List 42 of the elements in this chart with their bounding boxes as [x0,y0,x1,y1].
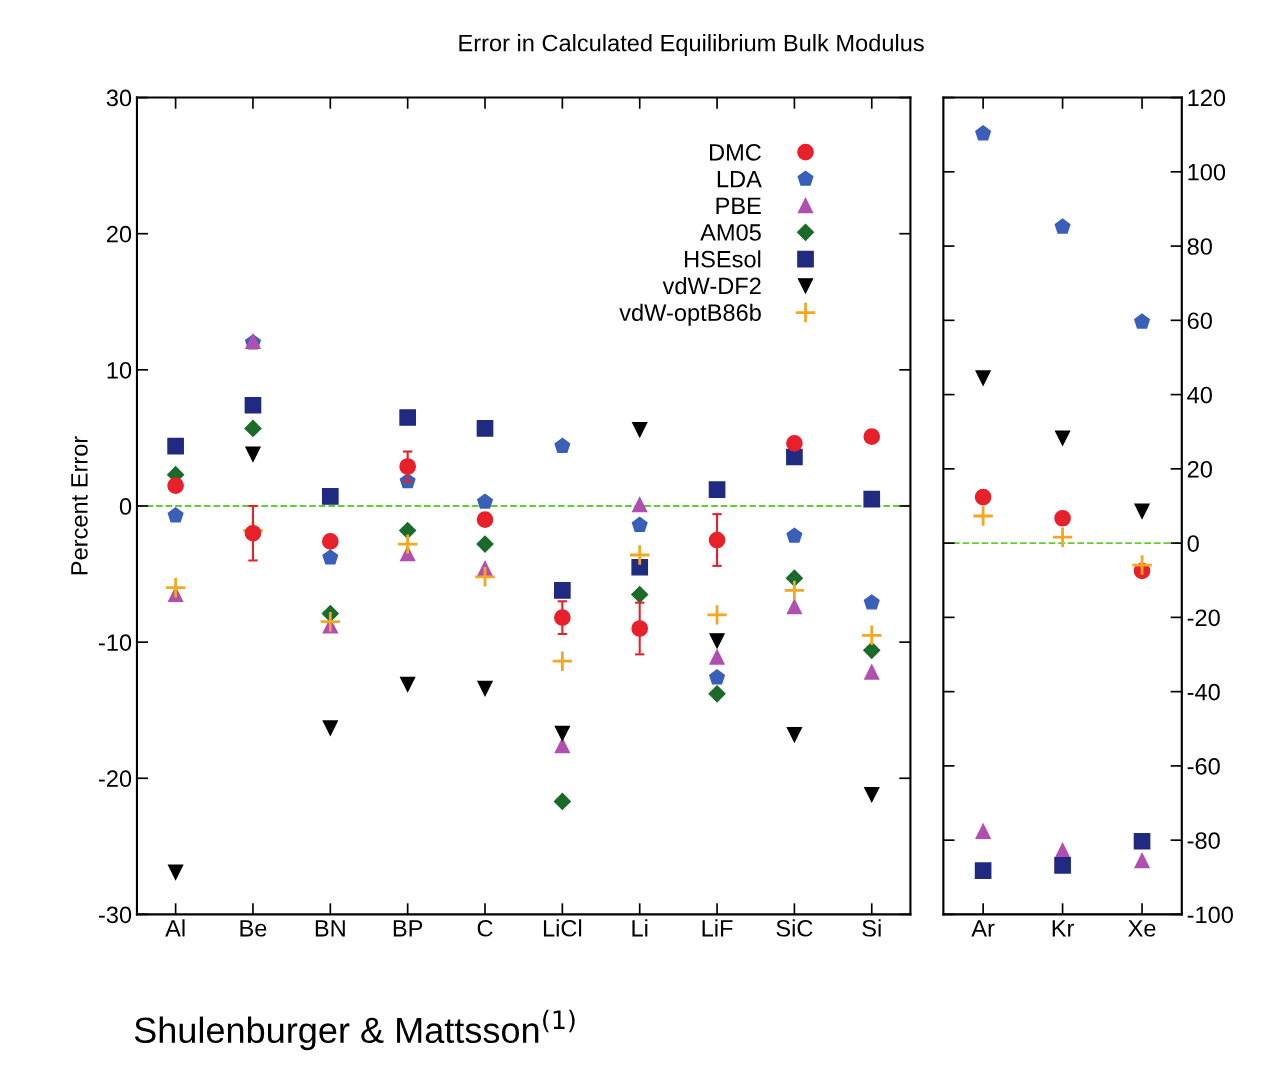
x-tick-label: Ar [971,920,995,937]
y2-tick-label: -100 [1187,906,1233,924]
x-tick-label: Xe [1128,920,1156,937]
y2-tick-label: 100 [1188,163,1226,181]
legend-label: DMC [710,143,761,161]
y-tick-label: 20 [107,225,132,243]
x-tick-label: LiCl [543,919,582,937]
legend-label: vdW-optB86b [619,303,761,326]
chart-title: Error in Calculated Equilibrium Bulk Modulus [459,34,924,57]
x-tick-label: C [477,919,493,937]
y-tick-label: 0 [119,498,132,515]
y-tick-label: -20 [99,770,132,788]
x-tick-label: BN [315,920,345,937]
y2-tick-label: 120 [1188,89,1226,107]
legend-label: LDA [717,170,762,188]
y2-tick-label: 40 [1187,386,1212,404]
x-tick-label: BP [393,920,423,937]
legend-label: PBE [716,197,761,214]
y2-tick-label: 60 [1187,312,1212,330]
y-tick-label: 30 [106,89,132,107]
y2-tick-label: 0 [1187,535,1199,552]
x-tick-label: Li [632,919,648,937]
x-tick-label: Be [240,920,267,937]
y2-tick-label: -20 [1187,609,1220,627]
y2-tick-label: -60 [1187,757,1220,775]
y-tick-label: -10 [99,634,132,651]
x-tick-label: Kr [1052,920,1074,937]
y-tick-label: 10 [107,361,132,379]
x-tick-label: SiC [776,919,813,937]
y-axis-title: Percent Error [71,436,88,575]
legend-label: AM05 [700,224,761,241]
y2-tick-label: -80 [1187,832,1220,849]
x-tick-label: Si [862,919,881,937]
y-tick-label: -30 [99,906,132,924]
x-tick-label: LiF [702,919,733,937]
y2-tick-label: -40 [1187,683,1220,701]
x-tick-label: Al [165,919,185,937]
legend-label: HSEsol [685,250,761,268]
legend-label: vdW-DF2 [662,276,761,295]
text: Shulenburger & Mattsson$^{(1)}$ [134,1009,575,1051]
y2-tick-label: 80 [1187,238,1212,255]
y2-tick-label: 20 [1187,460,1212,478]
